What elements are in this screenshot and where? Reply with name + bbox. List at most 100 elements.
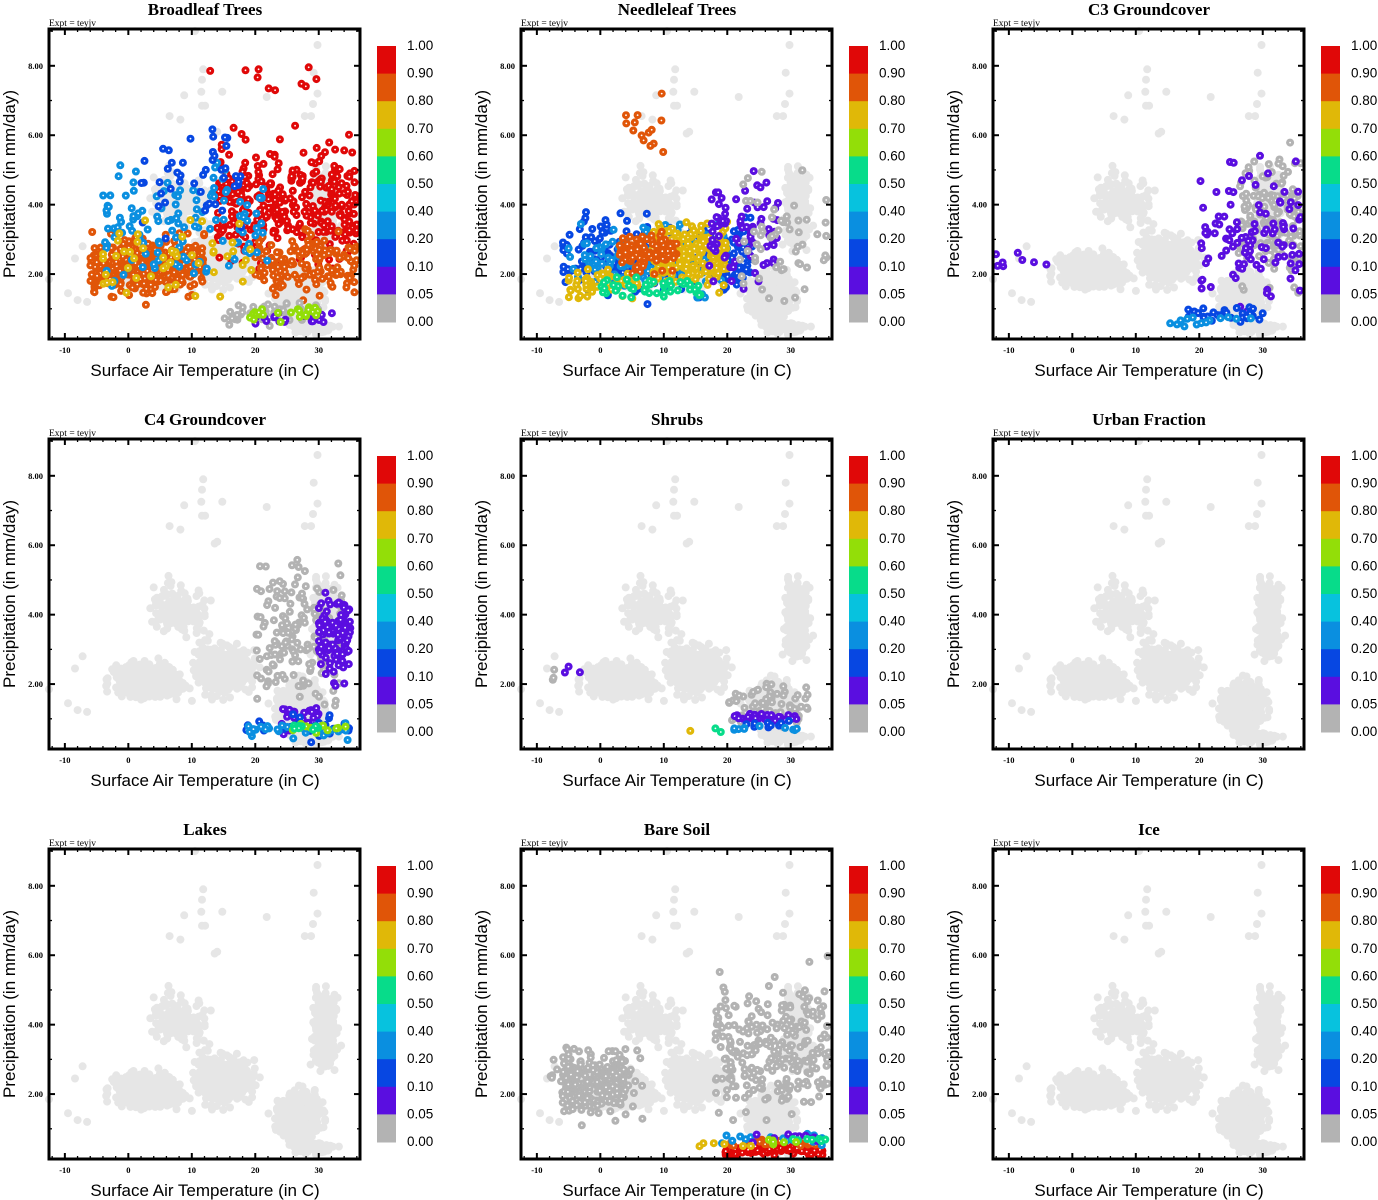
data-point-center <box>307 66 310 69</box>
data-point-center <box>265 320 268 322</box>
data-point-center <box>252 318 255 321</box>
data-point-center <box>265 215 267 218</box>
data-point-center <box>258 197 261 199</box>
data-point-center <box>315 314 317 317</box>
data-point-center <box>265 250 268 253</box>
data-point-center <box>232 221 235 224</box>
data-point-center <box>268 325 271 327</box>
data-point-center <box>256 76 259 79</box>
data-point-center <box>281 284 284 287</box>
data-point-center <box>193 283 196 286</box>
data-point-center <box>343 218 346 221</box>
data-point-center <box>142 291 145 294</box>
data-point-center <box>286 276 289 278</box>
data-point-center <box>131 229 134 232</box>
data-point-center <box>317 214 319 217</box>
data-point-center <box>262 204 265 207</box>
data-point-center <box>255 227 258 230</box>
data-point-center <box>136 283 139 286</box>
data-point-center <box>291 260 293 262</box>
data-point-center <box>167 149 170 152</box>
data-point-center <box>90 273 93 276</box>
data-point-center <box>260 222 263 225</box>
data-point-center <box>298 283 300 285</box>
data-point-center <box>131 286 134 289</box>
data-point-center <box>276 168 279 171</box>
data-point-center <box>195 199 198 202</box>
data-point <box>314 326 323 335</box>
data-point-center <box>261 231 264 234</box>
x-tick-label: 30 <box>314 345 323 355</box>
colorbar-tick-label: 0.70 <box>407 121 433 136</box>
data-point-center <box>273 305 276 308</box>
data-point-center <box>307 244 310 246</box>
data-point-center <box>330 225 333 228</box>
colorbar-segment <box>377 239 396 268</box>
data-point-center <box>202 174 205 176</box>
data-point-center <box>310 233 312 236</box>
data-point-center <box>219 295 222 298</box>
data-point-center <box>322 231 325 233</box>
data-point <box>198 75 206 84</box>
data-point-center <box>117 175 120 178</box>
data-point-center <box>224 136 226 139</box>
data-point-center <box>295 231 298 234</box>
data-point-center <box>318 319 321 321</box>
data-point-center <box>353 291 356 294</box>
data-point-center <box>338 256 341 259</box>
data-point-center <box>156 251 159 254</box>
data-point-center <box>244 138 247 141</box>
data-point-center <box>301 177 304 180</box>
data-point-center <box>292 210 295 213</box>
colorbar-segment <box>377 156 396 185</box>
data-point-center <box>144 219 147 222</box>
data-point-center <box>347 190 349 193</box>
data-point-center <box>273 155 276 158</box>
data-point-center <box>246 219 249 222</box>
data-point-center <box>232 250 235 253</box>
data-point-center <box>239 175 242 178</box>
data-point-center <box>311 310 314 313</box>
data-point-center <box>217 190 220 193</box>
data-point-center <box>194 216 197 219</box>
data-point-center <box>157 259 160 262</box>
data-point-center <box>293 273 296 276</box>
data-point-center <box>143 160 146 162</box>
data-point-center <box>261 257 264 260</box>
data-point-center <box>331 312 333 315</box>
colorbar-segment <box>377 211 396 240</box>
data-point-center <box>269 182 272 185</box>
data-point-center <box>334 204 337 207</box>
data-point-center <box>274 89 276 92</box>
data-point-center <box>137 212 140 215</box>
data-point <box>297 323 306 332</box>
data-point-center <box>334 148 336 151</box>
data-point-center <box>175 217 178 220</box>
data-point-center <box>302 151 305 154</box>
data-point-center <box>241 170 244 173</box>
data-point-center <box>211 242 214 245</box>
data-point <box>197 87 206 96</box>
data-point-center <box>283 215 286 218</box>
data-point-center <box>135 170 137 173</box>
data-point-center <box>351 151 354 154</box>
y-tick-label: 6.00 <box>28 130 43 140</box>
data-point-center <box>320 180 322 183</box>
data-point-center <box>119 216 121 219</box>
data-point-center <box>104 241 106 244</box>
data-point-center <box>335 249 338 252</box>
data-point-center <box>180 279 183 282</box>
data-point-center <box>276 276 279 278</box>
data-point-center <box>305 203 308 205</box>
data-point-center <box>146 228 149 231</box>
data-point-center <box>244 69 247 72</box>
data-point-center <box>107 205 110 208</box>
data-point-center <box>289 250 292 253</box>
data-point-center <box>277 162 280 165</box>
data-point <box>313 41 322 49</box>
data-point-center <box>260 267 262 270</box>
data-point-center <box>326 220 329 223</box>
data-point-center <box>171 229 174 232</box>
